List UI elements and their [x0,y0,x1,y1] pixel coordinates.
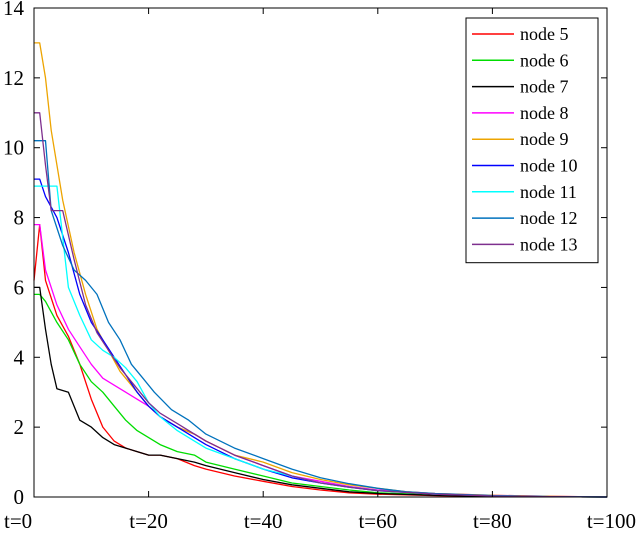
x-tick-label: t=20 [129,509,168,533]
y-tick-label: 12 [3,66,24,90]
y-tick-label: 0 [14,485,25,509]
plot-area [33,42,608,498]
legend-label: node 8 [520,103,569,123]
legend-label: node 12 [520,208,578,228]
y-tick-label: 4 [14,345,25,369]
y-tick-label: 2 [14,415,25,439]
x-tick-label: t=40 [244,509,283,533]
legend-label: node 10 [520,156,578,176]
legend-label: node 5 [520,24,569,44]
series-line-node-5 [33,223,608,498]
y-tick-label: 8 [14,206,25,230]
legend-label: node 11 [520,182,577,202]
legend-box [465,17,599,264]
y-tick-label: 6 [14,275,25,299]
series-line-node-6 [34,293,608,498]
legend-label: node 7 [520,77,569,97]
x-tick-label: t=80 [473,509,512,533]
series-line-node-13 [34,112,608,498]
legend: node 5 node 6 node 7 node 8 node 9 node 10 nod… [465,17,599,264]
series-line-node-12 [34,140,608,498]
series-line-node-8 [34,223,608,498]
x-tick-label: t=0 [4,509,32,533]
x-tick-label: t=100 [587,509,636,533]
axes-box [33,7,608,498]
series-line-node-7 [34,286,608,498]
y-tick-label: 14 [3,0,25,20]
y-tick-label: 10 [3,136,24,160]
legend-label: node 13 [520,234,578,254]
axes: t=0 t=20 t=40 t=60 t=80 t=100 0 2 4 6 8 10 12 14 [3,0,636,533]
x-tick-label: t=60 [358,509,397,533]
legend-label: node 6 [520,50,569,70]
legend-label: node 9 [520,129,569,149]
